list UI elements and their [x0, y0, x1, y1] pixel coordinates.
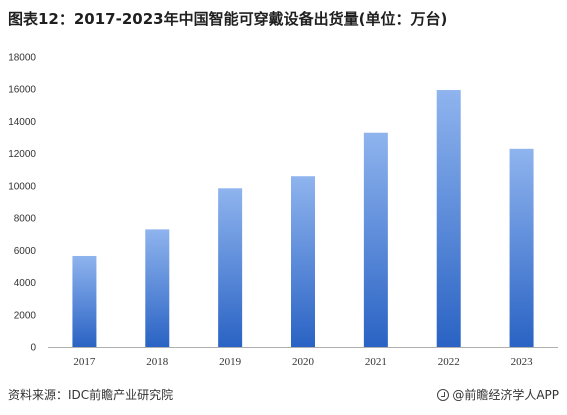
y-tick-label: 18000 [8, 53, 36, 64]
brand-logo-icon [437, 389, 450, 401]
y-tick-label: 8000 [14, 214, 37, 225]
x-tick-label: 2023 [511, 356, 534, 368]
x-tick-label: 2018 [146, 356, 169, 368]
bar-2017 [72, 255, 97, 347]
brand-text: @前瞻经济学人APP [452, 388, 559, 402]
x-tick-label: 2022 [438, 356, 460, 368]
chart-title: 图表12：2017-2023年中国智能可穿戴设备出货量(单位：万台) [8, 10, 448, 28]
y-tick-label: 10000 [8, 181, 36, 192]
x-tick-label: 2017 [73, 356, 96, 368]
y-tick-label: 2000 [14, 310, 37, 321]
brand-credit: @前瞻经济学人APP [437, 386, 559, 403]
bar-2022 [436, 90, 461, 348]
y-tick-label: 6000 [14, 246, 37, 257]
x-tick-label: 2019 [219, 356, 242, 368]
bar-2019 [218, 188, 243, 347]
y-tick-label: 16000 [8, 85, 36, 96]
y-axis: 0 2000 4000 6000 8000 10000 12000 14000 16000 180… [8, 53, 36, 354]
x-tick-label: 2021 [365, 356, 387, 368]
bar-2020 [291, 176, 315, 347]
y-tick-label: 4000 [14, 278, 37, 289]
x-tick-label: 2020 [292, 356, 315, 368]
bar-2018 [145, 229, 170, 347]
source-note: 资料来源：IDC前瞻产业研究院 [8, 388, 174, 402]
y-tick-label: 12000 [8, 149, 36, 160]
x-axis: 2017 2018 2019 2020 2021 2022 2023 [73, 356, 533, 368]
y-tick-label: 14000 [8, 117, 36, 128]
bar-2021 [363, 132, 388, 347]
footer: 资料来源：IDC前瞻产业研究院 @前瞻经济学人APP [0, 386, 567, 410]
bar-chart: 0 2000 4000 6000 8000 10000 12000 14000 16000 180… [8, 53, 558, 368]
y-tick-label: 0 [30, 343, 36, 354]
bar-2023 [509, 148, 534, 347]
bars [72, 90, 534, 348]
